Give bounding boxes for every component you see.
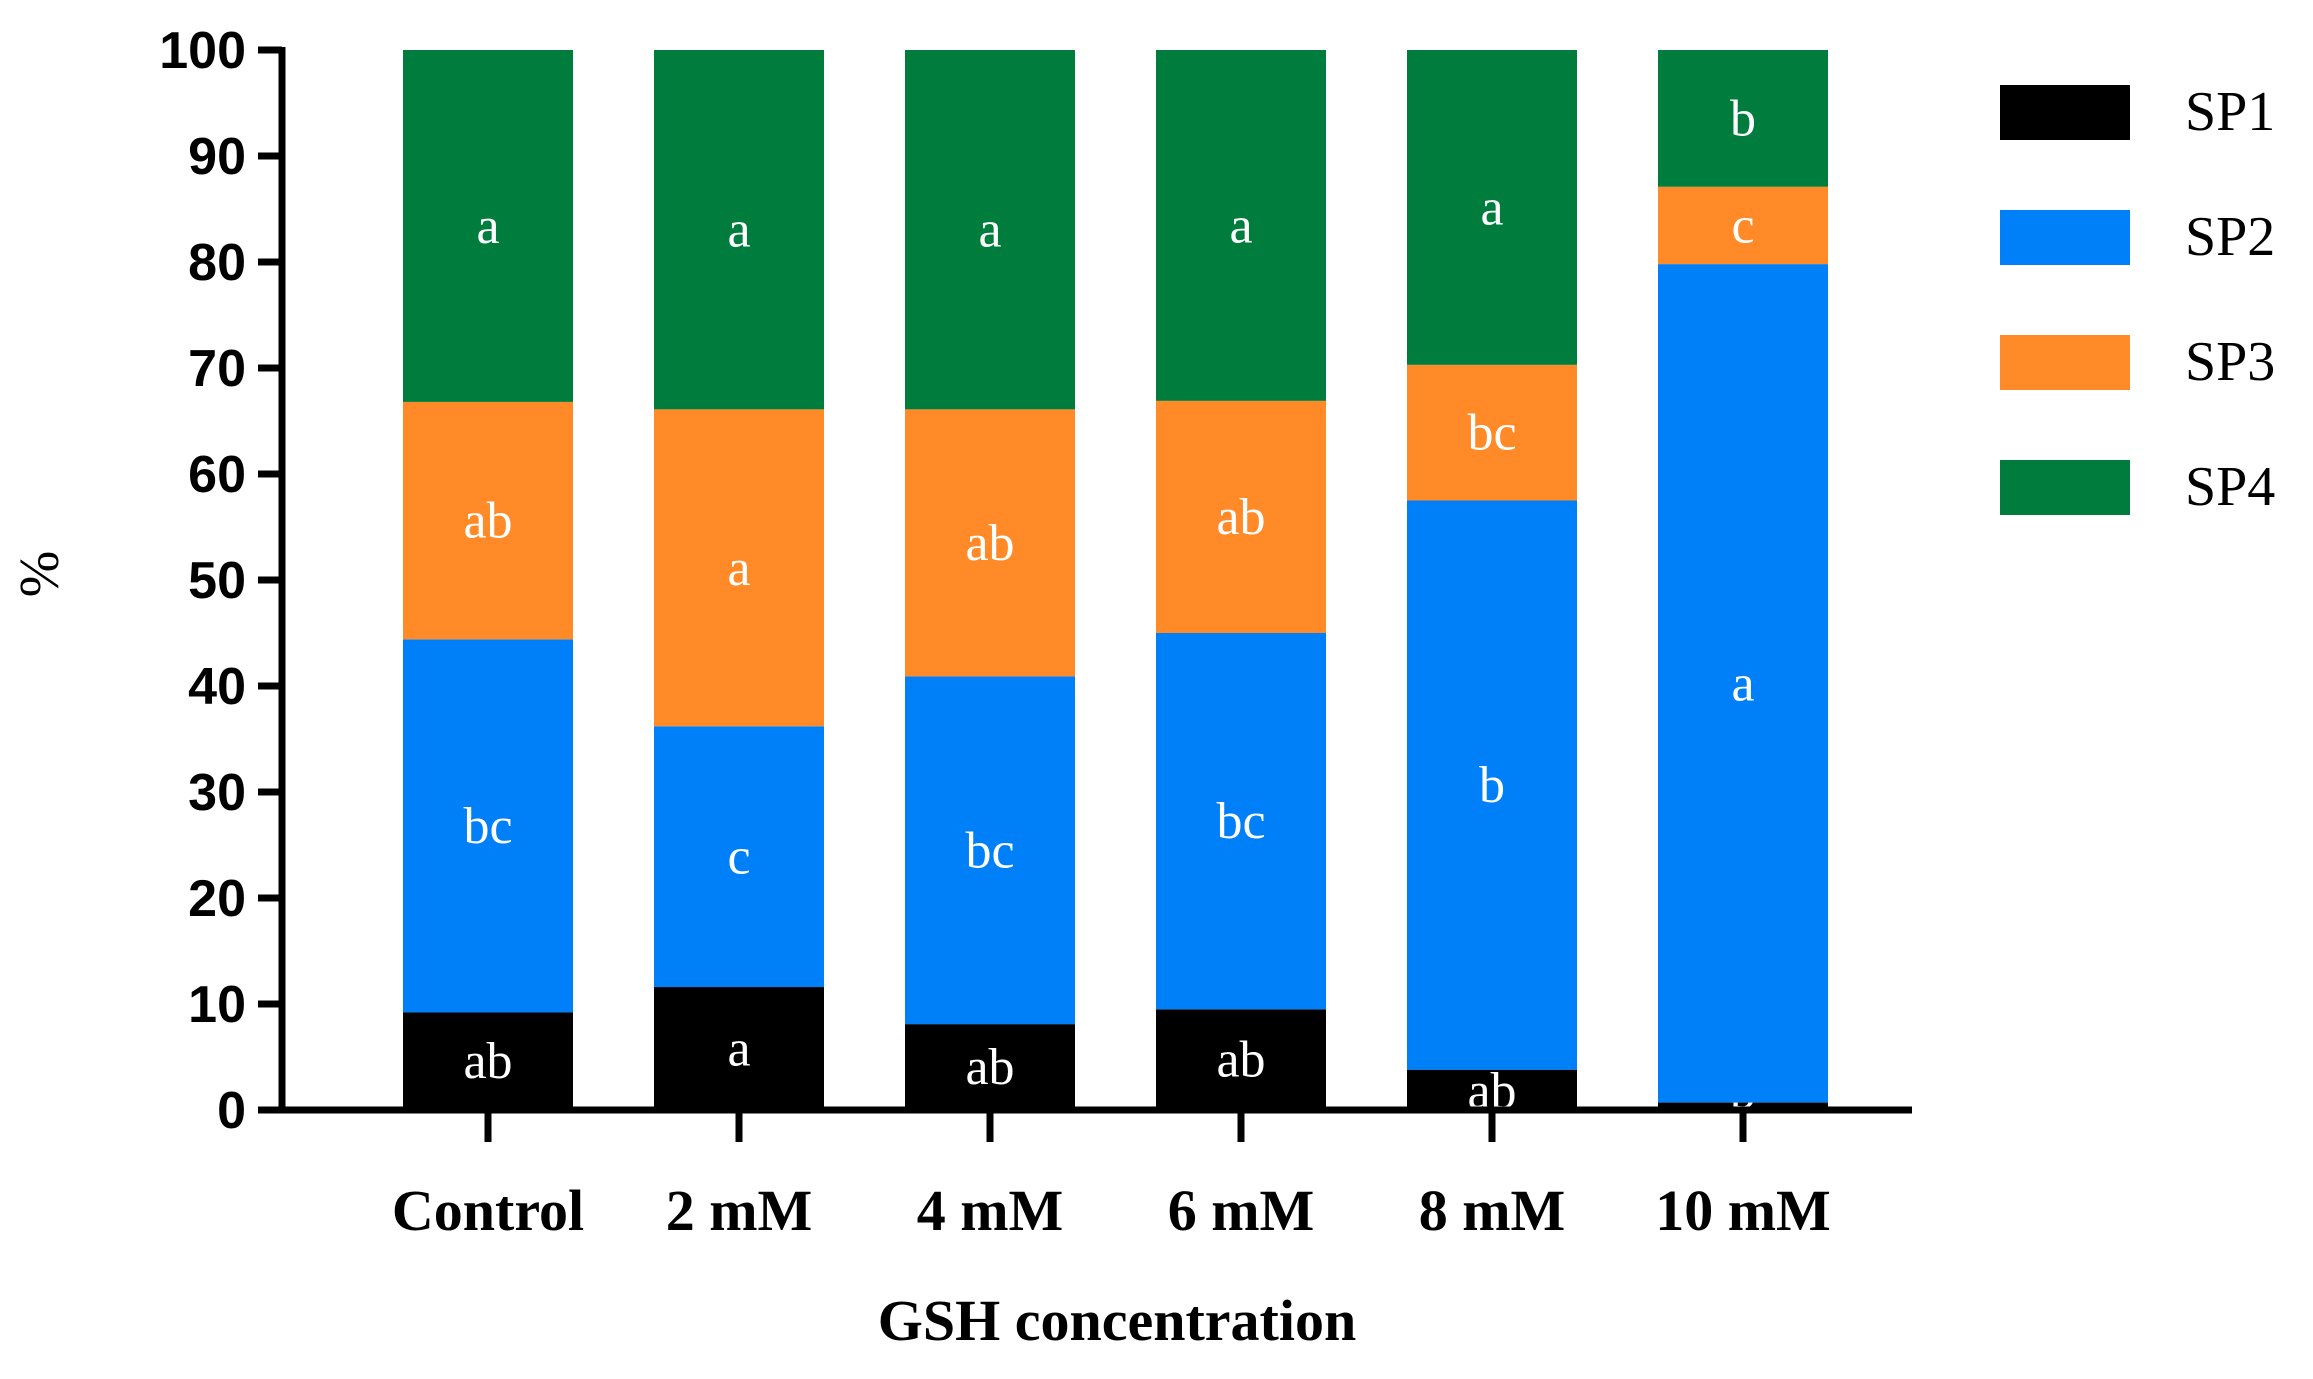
y-tick-label: 40 (188, 658, 246, 716)
data-label-sp2-4: b (1479, 757, 1505, 814)
data-label-sp4-3: a (1229, 197, 1252, 254)
bar-segment-sp1-5 (1658, 1102, 1828, 1110)
y-tick-label: 0 (217, 1082, 246, 1140)
bar-segment-sp3-4 (1407, 364, 1577, 501)
data-label-sp3-2: ab (965, 515, 1014, 572)
bar-segment-sp4-3 (1156, 50, 1326, 401)
y-tick-label: 10 (188, 976, 246, 1034)
data-label-sp4-1: a (727, 202, 750, 259)
bar-segment-sp2-4 (1407, 500, 1577, 1070)
data-label-sp2-3: bc (1216, 793, 1265, 850)
data-label-sp1-2: ab (965, 1039, 1014, 1096)
legend-swatch-sp4 (2000, 460, 2130, 515)
y-tick-label: 60 (188, 446, 246, 504)
bar-segment-sp2-0 (403, 639, 573, 1013)
data-label-sp4-2: a (978, 202, 1001, 259)
data-label-sp3-3: ab (1216, 489, 1265, 546)
x-tick-label: 4 mM (917, 1178, 1064, 1243)
y-tick-label: 80 (188, 234, 246, 292)
data-label-sp2-0: bc (463, 798, 512, 855)
x-axis-label: GSH concentration (878, 1288, 1356, 1353)
bar-segment-sp4-4 (1407, 50, 1577, 365)
bar-segment-sp4-0 (403, 50, 573, 402)
bar-segment-sp3-1 (654, 409, 824, 727)
bar-segment-sp2-5 (1658, 264, 1828, 1103)
x-tick-label: 2 mM (666, 1178, 813, 1243)
bar-segment-sp3-5 (1658, 186, 1828, 265)
x-tick-label: 6 mM (1168, 1178, 1315, 1243)
legend-label-sp3: SP3 (2185, 331, 2275, 393)
y-tick-label: 20 (188, 870, 246, 928)
data-label-sp3-5: c (1731, 197, 1754, 254)
bar-segment-sp2-1 (654, 726, 824, 988)
data-label-sp1-0: ab (463, 1033, 512, 1090)
x-tick-label: 8 mM (1419, 1178, 1566, 1243)
y-tick-label: 100 (159, 22, 246, 80)
y-tick-label: 70 (188, 340, 246, 398)
data-label-sp2-2: bc (965, 822, 1014, 879)
bar-segment-sp3-2 (905, 409, 1075, 677)
bar-segment-sp4-2 (905, 50, 1075, 410)
data-label-sp3-1: a (727, 540, 750, 597)
axes-layer: Control 2 mM 4 mM 6 mM 8 mM 10 mM 0 10 20 30 40 50 6… (159, 22, 1912, 1243)
data-label-sp4-4: a (1480, 179, 1503, 236)
legend-label-sp2: SP2 (2185, 206, 2275, 268)
legend: SP1 SP2 SP3 SP4 (2000, 81, 2275, 518)
y-tick-label: 50 (188, 552, 246, 610)
data-label-sp2-1: c (727, 829, 750, 886)
x-tick-label: Control (392, 1178, 584, 1243)
legend-swatch-sp2 (2000, 210, 2130, 265)
data-label-sp4-0: a (476, 198, 499, 255)
data-label-sp2-5: a (1731, 655, 1754, 712)
bar-segment-sp2-2 (905, 676, 1075, 1025)
data-label-sp1-3: ab (1216, 1032, 1265, 1089)
bars-layer: abbcabaacaaabbcabaabbcabaabbbcabacb (403, 50, 1828, 1120)
bar-segment-sp3-0 (403, 401, 573, 640)
y-axis-label: % (9, 551, 71, 598)
bar-segment-sp4-1 (654, 50, 824, 410)
data-label-sp3-0: ab (463, 493, 512, 550)
bar-segment-sp4-5 (1658, 50, 1828, 187)
bar-segment-sp1-1 (654, 987, 824, 1110)
legend-swatch-sp1 (2000, 85, 2130, 140)
bar-segment-sp2-3 (1156, 633, 1326, 1010)
bar-segment-sp1-3 (1156, 1009, 1326, 1110)
x-tick-label: 10 mM (1655, 1178, 1831, 1243)
data-label-sp3-4: bc (1467, 405, 1516, 462)
legend-label-sp1: SP1 (2185, 81, 2275, 143)
y-tick-label: 30 (188, 764, 246, 822)
bar-segment-sp3-3 (1156, 400, 1326, 633)
bar-segment-sp1-0 (403, 1012, 573, 1110)
bar-segment-sp1-2 (905, 1024, 1075, 1110)
data-label-sp4-5: b (1730, 90, 1756, 147)
data-label-sp1-1: a (727, 1021, 750, 1078)
bar-segment-sp1-4 (1407, 1069, 1577, 1110)
legend-label-sp4: SP4 (2185, 456, 2275, 518)
y-tick-label: 90 (188, 128, 246, 186)
legend-swatch-sp3 (2000, 335, 2130, 390)
